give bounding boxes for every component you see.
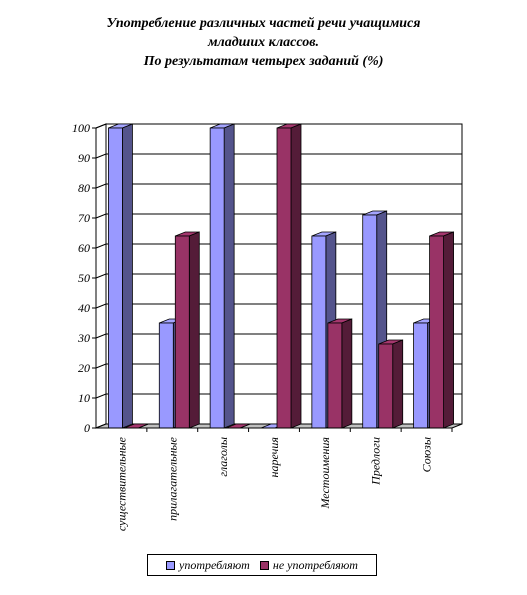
legend-swatch-series-1 [166,560,176,570]
x-tick-label: наречия [267,437,281,478]
bar-side-2 [443,231,454,429]
legend: употребляют не употребляют [147,554,377,576]
chart-title-line-1: Употребление различных частей речи учащи… [106,16,421,31]
gridline [95,213,462,219]
legend-label-series-1: употребляют [179,557,250,572]
legend-swatch-series-2 [259,560,269,570]
bar-series-1 [311,235,327,429]
gridline [95,153,462,159]
gridline [95,273,462,279]
x-tick-label: Предлоги [369,437,383,486]
bar-side-2 [392,339,404,429]
x-tick-label: существительные [114,436,128,531]
bar-series-2 [174,235,190,429]
legend-item-series-2: не употребляют [259,557,358,573]
chart-title-line-2: младших классов. [207,35,320,50]
y-tick-label: 90 [78,151,90,165]
legend-item-series-1: употребляют [166,558,250,573]
bar-series-1 [362,214,378,429]
bar-side-1 [223,123,235,429]
y-tick-label: 10 [78,391,90,405]
bar-series-2 [327,322,343,429]
y-tick-label: 50 [78,271,90,285]
bar-series-2 [378,343,394,429]
legend-label-series-2: не употребляют [272,557,358,572]
y-tick-label: 70 [78,211,90,225]
y-tick-label: 100 [72,121,90,135]
gridline [95,123,462,129]
y-tick-label: 40 [78,301,90,315]
x-tick-label: прилагательные [165,436,179,521]
gridline [95,183,462,189]
x-tick-label: глаголы [216,437,230,477]
bar-series-1 [413,322,428,429]
bar-series-1 [209,127,225,429]
bar-side-2 [239,423,251,429]
bar-series-2 [429,235,444,429]
chart-title: Употребление различных частей речи учащи… [0,14,527,71]
y-tick-label: 0 [84,421,90,435]
y-tick-label: 20 [78,361,90,375]
x-tick-label: Местоимения [318,437,332,510]
bar-side-2 [290,123,302,429]
gridline [95,303,462,309]
bar-series-1 [108,127,123,429]
gridline [95,243,462,249]
y-tick-label: 80 [78,181,90,195]
bar-side-2 [341,318,353,429]
bar-side-2 [138,423,149,429]
bar-side-1 [122,123,133,429]
bar-series-1 [158,322,174,429]
bar-side-2 [188,231,200,429]
x-tick-label: Союзы [420,437,434,472]
y-tick-label: 30 [77,331,90,345]
bar-series-2 [276,127,292,429]
chart-title-line-3: По результатам четырех заданий (%) [143,54,384,69]
y-tick-label: 60 [78,241,90,255]
